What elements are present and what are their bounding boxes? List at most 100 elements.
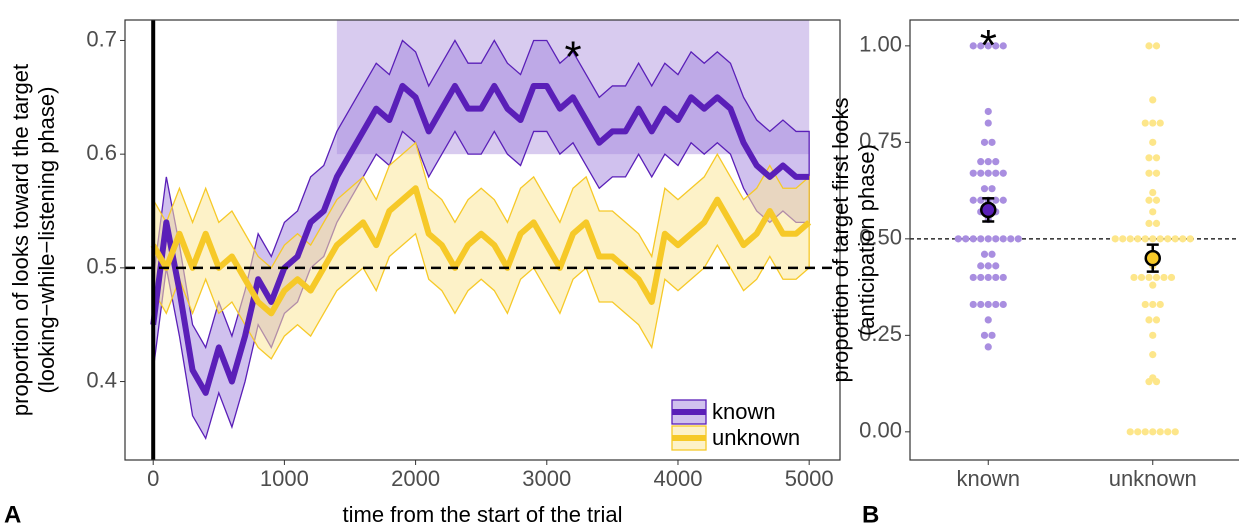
data-point: [1156, 428, 1164, 436]
data-point: [1145, 42, 1153, 50]
x-tick-label: 5000: [785, 466, 834, 491]
data-point: [992, 262, 1000, 270]
data-point: [1149, 428, 1157, 436]
x-tick-label: 4000: [654, 466, 703, 491]
data-point: [1152, 219, 1161, 228]
data-point: [1149, 235, 1157, 243]
data-point: [992, 158, 1000, 166]
data-point: [977, 235, 985, 243]
data-point: [984, 343, 992, 351]
data-point: [984, 42, 992, 50]
data-point: [977, 158, 985, 166]
data-point: [977, 262, 985, 270]
y-tick-label: 1.00: [859, 32, 902, 57]
data-point: [1111, 235, 1119, 243]
data-point: [1167, 273, 1176, 282]
data-point: [999, 235, 1007, 243]
data-point: [980, 250, 989, 258]
data-point: [1156, 300, 1164, 309]
data-point: [1152, 316, 1161, 324]
data-point: [992, 300, 1000, 309]
y-tick-label: 0.7: [86, 26, 117, 51]
data-point: [984, 107, 992, 116]
data-point: [954, 235, 962, 243]
y-tick-label: 0.00: [859, 418, 902, 443]
panel-label: A: [4, 501, 21, 528]
data-point: [969, 273, 977, 282]
data-point: [984, 158, 992, 166]
data-point: [977, 42, 985, 50]
x-tick-label: known: [956, 466, 1020, 491]
data-point: [988, 250, 996, 258]
data-point: [1179, 235, 1187, 243]
panel-border: [124, 19, 841, 461]
data-point: [1145, 196, 1153, 204]
data-point: [977, 300, 985, 309]
data-point: [1149, 138, 1157, 146]
data-point: [1149, 208, 1157, 216]
data-point: [999, 273, 1007, 282]
data-point: [1130, 273, 1138, 282]
x-axis-title: time from the start of the trial: [343, 502, 623, 527]
mean-point: [1144, 249, 1161, 267]
data-point: [1171, 428, 1179, 436]
data-point: [1149, 300, 1157, 309]
data-point: [962, 235, 970, 243]
data-point: [1014, 235, 1022, 243]
y-tick-label: 0.6: [86, 140, 117, 165]
data-point: [984, 119, 992, 127]
data-point: [1145, 378, 1153, 386]
data-point: [1149, 96, 1157, 104]
data-point: [1149, 281, 1157, 289]
data-point: [1141, 428, 1149, 436]
data-point: [1152, 42, 1161, 50]
y-tick-label: 0.25: [859, 321, 902, 346]
y-tick-label: 0.4: [86, 367, 117, 392]
data-point: [1137, 273, 1146, 282]
mean-line: [150, 82, 810, 396]
data-point: [1141, 119, 1149, 127]
significance-mark: *: [564, 32, 581, 81]
data-point: [999, 196, 1007, 204]
data-point: [1152, 378, 1161, 386]
data-point: [969, 169, 977, 177]
x-tick-label: unknown: [1109, 466, 1197, 491]
significance-mark: *: [980, 21, 997, 70]
data-point: [969, 42, 977, 50]
x-tick-label: 3000: [522, 466, 571, 491]
data-point: [969, 196, 977, 204]
data-point: [1171, 235, 1179, 243]
data-point: [980, 185, 989, 193]
data-point: [1145, 273, 1153, 282]
data-point: [1145, 219, 1153, 228]
data-point: [1186, 235, 1194, 243]
y-axis-title: proportion of target first looks: [828, 98, 853, 383]
x-tick-label: 0: [147, 466, 159, 491]
x-tick-label: 2000: [391, 466, 440, 491]
data-point: [988, 138, 996, 146]
data-point: [992, 235, 1000, 243]
data-point: [1141, 300, 1149, 309]
data-point: [1164, 428, 1172, 436]
data-point: [1007, 235, 1015, 243]
data-point: [1156, 235, 1164, 243]
y-tick-label: 0.50: [859, 225, 902, 250]
data-point: [984, 235, 992, 243]
legend-label: unknown: [712, 425, 800, 450]
data-point: [1126, 428, 1134, 436]
data-point: [1134, 235, 1142, 243]
x-tick-label: 1000: [260, 466, 309, 491]
data-point: [1119, 235, 1127, 243]
y-tick-label: 0.5: [86, 254, 117, 279]
data-point: [992, 169, 1000, 177]
data-point: [1152, 273, 1161, 282]
panel-label: B: [862, 501, 879, 528]
data-point: [984, 169, 992, 177]
data-point: [1149, 331, 1157, 339]
data-point: [1126, 235, 1134, 243]
mean-line: [150, 185, 812, 317]
data-point: [1160, 273, 1168, 282]
data-point: [1152, 196, 1161, 204]
data-point: [999, 300, 1007, 309]
